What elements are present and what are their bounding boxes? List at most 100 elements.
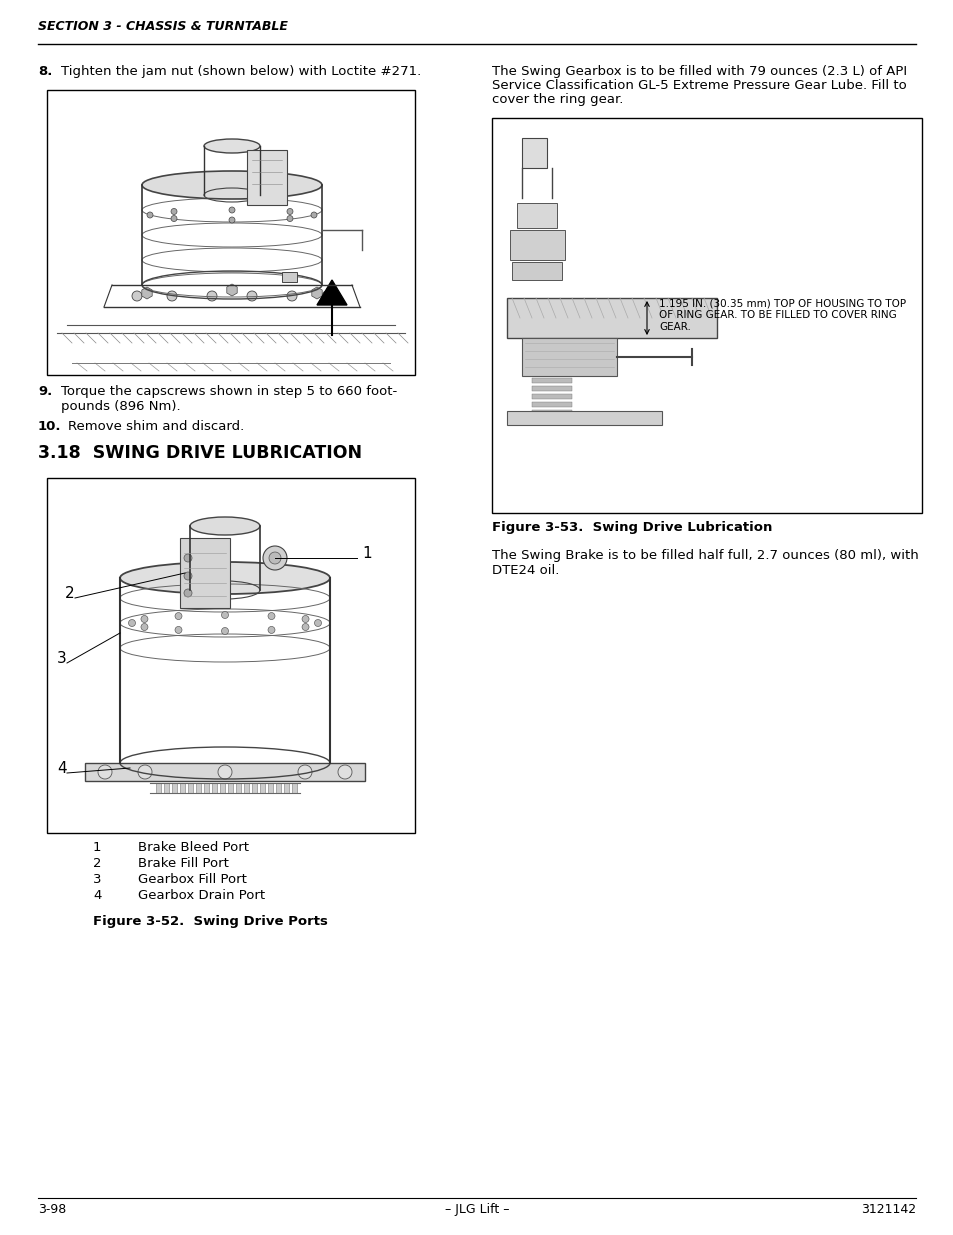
Text: Figure 3-52.  Swing Drive Ports: Figure 3-52. Swing Drive Ports bbox=[92, 915, 328, 927]
Circle shape bbox=[229, 207, 234, 212]
Bar bbox=[275, 783, 281, 793]
Bar bbox=[220, 783, 225, 793]
Bar bbox=[204, 783, 209, 793]
Bar bbox=[47, 90, 415, 375]
Text: Service Classification GL-5 Extreme Pressure Gear Lube. Fill to: Service Classification GL-5 Extreme Pres… bbox=[492, 79, 905, 91]
Bar bbox=[532, 410, 572, 415]
Bar bbox=[268, 783, 273, 793]
Bar bbox=[532, 394, 572, 399]
Circle shape bbox=[167, 291, 177, 301]
Bar bbox=[284, 783, 289, 793]
Text: OF RING GEAR. TO BE FILLED TO COVER RING: OF RING GEAR. TO BE FILLED TO COVER RING bbox=[659, 310, 896, 320]
Bar bbox=[521, 138, 546, 168]
Text: 9.: 9. bbox=[38, 385, 52, 398]
Text: Figure 3-53.  Swing Drive Lubrication: Figure 3-53. Swing Drive Lubrication bbox=[492, 521, 772, 534]
Circle shape bbox=[247, 291, 256, 301]
Text: Torque the capscrews shown in step 5 to 660 foot-: Torque the capscrews shown in step 5 to … bbox=[61, 385, 396, 398]
Bar bbox=[532, 417, 572, 424]
Circle shape bbox=[207, 291, 216, 301]
Text: The Swing Gearbox is to be filled with 79 ounces (2.3 L) of API: The Swing Gearbox is to be filled with 7… bbox=[492, 65, 906, 78]
Bar bbox=[517, 203, 557, 228]
Text: 8.: 8. bbox=[38, 65, 52, 78]
Ellipse shape bbox=[204, 140, 260, 153]
Circle shape bbox=[268, 613, 274, 620]
Text: SECTION 3 - CHASSIS & TURNTABLE: SECTION 3 - CHASSIS & TURNTABLE bbox=[38, 20, 288, 33]
Circle shape bbox=[302, 615, 309, 622]
Bar bbox=[85, 763, 365, 781]
Circle shape bbox=[132, 291, 142, 301]
Bar bbox=[252, 783, 256, 793]
Text: DTE24 oil.: DTE24 oil. bbox=[492, 564, 558, 577]
Text: The Swing Brake is to be filled half full, 2.7 ounces (80 ml), with: The Swing Brake is to be filled half ful… bbox=[492, 550, 918, 562]
Circle shape bbox=[184, 555, 192, 562]
Text: 2: 2 bbox=[92, 857, 101, 869]
Text: GEAR.: GEAR. bbox=[659, 322, 690, 332]
Circle shape bbox=[138, 764, 152, 779]
Circle shape bbox=[229, 217, 234, 224]
Bar bbox=[532, 387, 572, 391]
Text: Gearbox Drain Port: Gearbox Drain Port bbox=[138, 889, 265, 902]
Text: Brake Bleed Port: Brake Bleed Port bbox=[138, 841, 249, 853]
Circle shape bbox=[337, 764, 352, 779]
Circle shape bbox=[322, 291, 332, 301]
Ellipse shape bbox=[142, 170, 322, 199]
Text: 4: 4 bbox=[92, 889, 101, 902]
Circle shape bbox=[297, 764, 312, 779]
Bar bbox=[228, 783, 233, 793]
Bar bbox=[282, 272, 296, 282]
Text: cover the ring gear.: cover the ring gear. bbox=[492, 93, 622, 106]
Circle shape bbox=[141, 624, 148, 631]
Circle shape bbox=[268, 626, 274, 634]
Circle shape bbox=[129, 620, 135, 626]
Polygon shape bbox=[316, 280, 347, 305]
Bar bbox=[510, 230, 564, 261]
Text: 10.: 10. bbox=[38, 420, 61, 433]
Bar bbox=[156, 783, 161, 793]
Circle shape bbox=[314, 620, 321, 626]
Bar bbox=[188, 783, 193, 793]
Bar bbox=[512, 262, 561, 280]
Bar bbox=[180, 538, 230, 608]
Circle shape bbox=[263, 546, 287, 571]
Text: 3: 3 bbox=[57, 651, 67, 666]
Circle shape bbox=[221, 627, 229, 635]
Circle shape bbox=[184, 572, 192, 580]
Circle shape bbox=[287, 209, 293, 215]
Bar bbox=[292, 783, 296, 793]
Text: Brake Fill Port: Brake Fill Port bbox=[138, 857, 229, 869]
Circle shape bbox=[218, 764, 232, 779]
Text: 3121142: 3121142 bbox=[860, 1203, 915, 1216]
Bar bbox=[164, 783, 169, 793]
Text: 3-98: 3-98 bbox=[38, 1203, 66, 1216]
Ellipse shape bbox=[120, 562, 330, 594]
Text: 2: 2 bbox=[65, 585, 74, 601]
Bar bbox=[521, 338, 617, 375]
Bar bbox=[506, 298, 717, 338]
Bar bbox=[532, 378, 572, 383]
Text: Remove shim and discard.: Remove shim and discard. bbox=[68, 420, 244, 433]
Text: 3: 3 bbox=[92, 873, 101, 885]
Circle shape bbox=[141, 615, 148, 622]
Circle shape bbox=[311, 212, 316, 219]
Bar bbox=[212, 783, 216, 793]
Text: Tighten the jam nut (shown below) with Loctite #271.: Tighten the jam nut (shown below) with L… bbox=[61, 65, 421, 78]
Circle shape bbox=[221, 611, 229, 619]
Circle shape bbox=[174, 613, 182, 620]
Bar bbox=[47, 478, 415, 832]
Text: 3.18  SWING DRIVE LUBRICATION: 3.18 SWING DRIVE LUBRICATION bbox=[38, 445, 362, 462]
Bar bbox=[247, 149, 287, 205]
Ellipse shape bbox=[190, 517, 260, 535]
Bar bbox=[260, 783, 265, 793]
Circle shape bbox=[147, 212, 152, 219]
Circle shape bbox=[174, 626, 182, 634]
Text: – JLG Lift –: – JLG Lift – bbox=[444, 1203, 509, 1216]
Bar bbox=[172, 783, 177, 793]
Bar bbox=[244, 783, 249, 793]
Text: 1: 1 bbox=[92, 841, 101, 853]
Circle shape bbox=[98, 764, 112, 779]
Text: 1.195 IN. (30.35 mm) TOP OF HOUSING TO TOP: 1.195 IN. (30.35 mm) TOP OF HOUSING TO T… bbox=[659, 298, 905, 308]
Circle shape bbox=[302, 624, 309, 631]
Text: 1: 1 bbox=[361, 546, 372, 561]
Circle shape bbox=[269, 552, 281, 564]
Bar bbox=[195, 783, 201, 793]
